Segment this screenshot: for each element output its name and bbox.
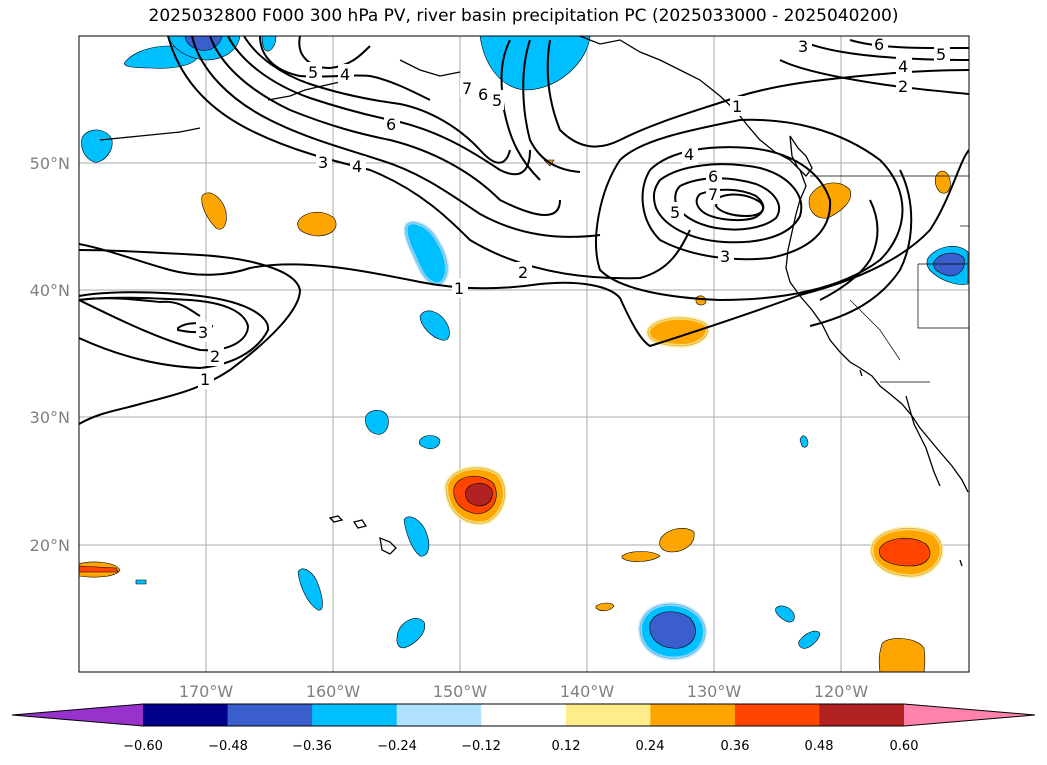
lon-labels: 170°W 160°W 150°W 140°W 130°W 120°W: [179, 682, 869, 701]
svg-text:4: 4: [684, 145, 694, 164]
colorbar-segment: [396, 704, 482, 726]
contour-label: 3: [196, 322, 212, 342]
svg-text:2: 2: [898, 77, 908, 96]
contour-label: 5: [306, 62, 322, 82]
colorbar-extend-max: [904, 704, 1035, 726]
contour-label: 6: [706, 166, 722, 186]
contour-label: 4: [682, 144, 698, 164]
colorbar-segment: [227, 704, 313, 726]
svg-text:4: 4: [352, 157, 362, 176]
borders: [810, 175, 969, 383]
colorbar-tick-label: 0.12: [552, 739, 581, 754]
pv-contours: [79, 36, 969, 425]
svg-text:1: 1: [454, 279, 464, 298]
colorbar-segment: [143, 704, 229, 726]
colorbar-tick-label: 0.60: [890, 739, 919, 754]
colorbar: [11, 703, 1036, 727]
contour-label: 1: [198, 369, 214, 389]
svg-text:7: 7: [708, 185, 718, 204]
lat-label: 30°N: [30, 408, 70, 427]
colorbar-segment: [312, 704, 398, 726]
svg-text:5: 5: [492, 91, 502, 110]
colorbar-tick-label: 0.48: [805, 739, 834, 754]
svg-text:3: 3: [318, 153, 328, 172]
colorbar-tick-label: −0.48: [208, 739, 248, 754]
svg-text:4: 4: [898, 57, 908, 76]
svg-text:6: 6: [386, 115, 396, 134]
contour-label: 6: [872, 35, 888, 54]
lon-label: 130°W: [687, 682, 742, 701]
colorbar-segment: [819, 704, 905, 726]
colorbar-segment: [650, 704, 736, 726]
lon-label: 170°W: [179, 682, 234, 701]
svg-text:6: 6: [478, 85, 488, 104]
contour-label: 2: [208, 346, 224, 366]
colorbar-tick-label: −0.24: [377, 739, 417, 754]
svg-text:3: 3: [198, 323, 208, 342]
colorbar-segment: [734, 704, 820, 726]
contour-label: 5: [934, 44, 950, 64]
colorbar-ticks: −0.60 −0.48 −0.36 −0.24 −0.12 0.12 0.24 …: [123, 739, 918, 754]
contour-label: 3: [316, 152, 332, 172]
lon-label: 120°W: [814, 682, 869, 701]
colorbar-tick-label: −0.60: [123, 739, 163, 754]
contour-label: 5: [490, 90, 504, 110]
lat-label: 50°N: [30, 154, 70, 173]
svg-text:2: 2: [518, 263, 528, 282]
contour-label: 6: [384, 114, 400, 134]
contour-label: 1: [730, 96, 746, 116]
contour-labels: 6 5 4 3 4 2 1 7 6 5 3 2 1 1 2 3 7 6 5 4 …: [196, 35, 950, 389]
svg-text:1: 1: [200, 370, 210, 389]
contour-label: 2: [896, 76, 912, 96]
svg-text:1: 1: [732, 97, 742, 116]
contour-label: 7: [706, 184, 720, 204]
svg-text:2: 2: [210, 347, 220, 366]
colorbar-tick-label: 0.36: [721, 739, 750, 754]
lon-label: 140°W: [560, 682, 615, 701]
map-title: 2025032800 F000 300 hPa PV, river basin …: [148, 6, 899, 26]
lon-label: 150°W: [433, 682, 488, 701]
lat-labels: 50°N 40°N 30°N 20°N: [30, 154, 70, 555]
contour-label: 4: [338, 64, 354, 84]
contour-label: 3: [718, 246, 734, 266]
contour-label: 2: [516, 262, 532, 282]
contour-label: 6: [476, 84, 490, 104]
contour-label: 1: [452, 278, 468, 298]
svg-text:7: 7: [462, 79, 472, 98]
contour-label: 4: [350, 156, 366, 176]
svg-text:5: 5: [936, 45, 946, 64]
colorbar-segment: [565, 704, 651, 726]
lon-label: 160°W: [306, 682, 361, 701]
lat-label: 40°N: [30, 281, 70, 300]
svg-text:3: 3: [798, 37, 808, 56]
svg-text:5: 5: [308, 63, 318, 82]
contour-label: 5: [668, 202, 684, 222]
svg-text:5: 5: [670, 203, 680, 222]
colorbar-extend-min: [12, 704, 143, 726]
colorbar-segment: [481, 704, 567, 726]
contour-label: 4: [896, 56, 912, 76]
contour-label: 7: [460, 78, 474, 98]
svg-text:4: 4: [340, 65, 350, 84]
svg-text:6: 6: [708, 167, 718, 186]
svg-text:3: 3: [720, 247, 730, 266]
map-area: [79, 36, 969, 672]
colorbar-outline: [11, 703, 1036, 727]
coastlines: [99, 36, 969, 567]
colorbar-tick-label: −0.12: [461, 739, 501, 754]
colorbar-tick-label: −0.36: [292, 739, 332, 754]
colorbar-tick-label: 0.24: [636, 739, 665, 754]
map-frame: [78, 35, 970, 673]
contour-label: 3: [796, 36, 812, 56]
precip-shading: [79, 36, 969, 672]
lat-label: 20°N: [30, 536, 70, 555]
svg-text:6: 6: [874, 35, 884, 54]
